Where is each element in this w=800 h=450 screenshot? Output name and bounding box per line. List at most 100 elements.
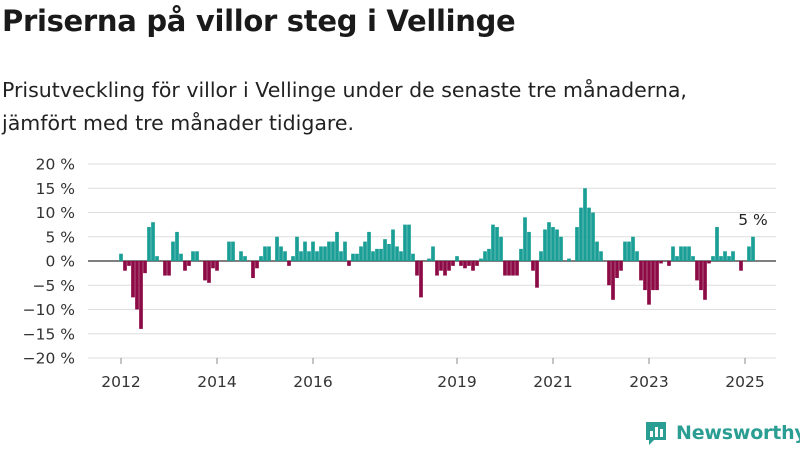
newsworthy-logo[interactable]: Newsworthy [644,418,800,448]
bar-negative [655,261,659,291]
bar-positive [283,251,287,261]
bar-negative [215,261,219,271]
bar-positive [683,246,687,261]
bar-negative [287,261,291,266]
bar-positive [731,251,735,261]
y-tick-label: −5 % [32,277,75,295]
bar-positive [691,256,695,261]
bar-positive [727,256,731,261]
bar-positive [407,224,411,261]
x-tick-label: 2021 [533,373,572,391]
bar-negative [667,261,671,266]
bar-negative [443,261,447,276]
bar-positive [307,251,311,261]
bar-positive [491,224,495,261]
bar-positive [359,246,363,261]
bar-positive [195,251,199,261]
bar-positive [327,241,331,261]
bar-negative [255,261,259,269]
bar-negative [435,261,439,276]
bar-positive [291,256,295,261]
bar-positive [543,229,547,261]
y-tick-label: 15 % [36,180,75,198]
bar-positive [335,231,339,261]
bar-negative [739,261,743,271]
bar-negative [515,261,519,276]
bar-positive [343,241,347,261]
bar-positive [487,248,491,261]
bar-positive [431,246,435,261]
chart-subtitle: Prisutveckling för villor i Vellinge und… [2,78,687,135]
bar-positive [295,236,299,261]
y-tick-label: 10 % [36,204,75,222]
bar-positive [191,251,195,261]
bar-negative [647,261,651,305]
bar-negative [619,261,623,271]
bar-negative [471,261,475,271]
bar-negative [203,261,207,281]
bar-positive [679,246,683,261]
bar-negative [639,261,643,281]
bar-negative [211,261,215,269]
bar-positive [395,246,399,261]
logo-text: Newsworthy [676,422,800,444]
bar-positive [547,222,551,261]
bar-positive [579,207,583,261]
bar-positive [455,256,459,261]
x-tick-label: 2014 [197,373,236,391]
y-tick-label: −15 % [23,325,75,343]
bar-positive [279,246,283,261]
bar-positive [311,241,315,261]
bar-positive [539,251,543,261]
x-tick-label: 2019 [437,373,476,391]
bar-negative [123,261,127,271]
bar-negative [451,261,455,266]
bar-positive [595,241,599,261]
bar-positive [719,256,723,261]
bar-negative [183,261,187,271]
bar-positive [551,227,555,261]
bar-negative [187,261,191,266]
bar-negative [135,261,139,310]
bar-negative [659,261,663,264]
bar-positive [263,246,267,261]
x-tick-label: 2012 [101,373,140,391]
bar-positive [259,256,263,261]
bar-negative [127,261,131,266]
bar-negative [139,261,143,329]
bar-positive [751,236,755,261]
x-tick-label: 2025 [725,373,764,391]
bar-positive [687,246,691,261]
bar-positive [227,241,231,261]
bar-positive [527,231,531,261]
bar-negative [439,261,443,271]
y-tick-label: −20 % [23,350,75,368]
bar-positive [715,227,719,261]
bar-negative [643,261,647,291]
bar-positive [559,236,563,261]
bar-positive [155,256,159,261]
bar-negative [615,261,619,278]
bar-positive [427,258,431,261]
bar-negative [143,261,147,274]
bar-positive [671,246,675,261]
bar-positive [175,231,179,261]
bar-positive [379,248,383,261]
bar-negative [475,261,479,266]
bar-positive [631,236,635,261]
bar-negative [531,261,535,271]
bar-positive [555,229,559,261]
bar-positive [403,224,407,261]
bar-positive [479,258,483,261]
bar-positive [315,251,319,261]
bar-negative [503,261,507,276]
bar-positive [351,253,355,261]
bar-negative [511,261,515,276]
bar-positive [239,251,243,261]
bar-positive [499,236,503,261]
bar-positive [523,217,527,261]
bar-positive [399,251,403,261]
y-tick-label: 0 % [45,253,75,271]
bar-positive [567,258,571,261]
bar-positive [591,212,595,261]
